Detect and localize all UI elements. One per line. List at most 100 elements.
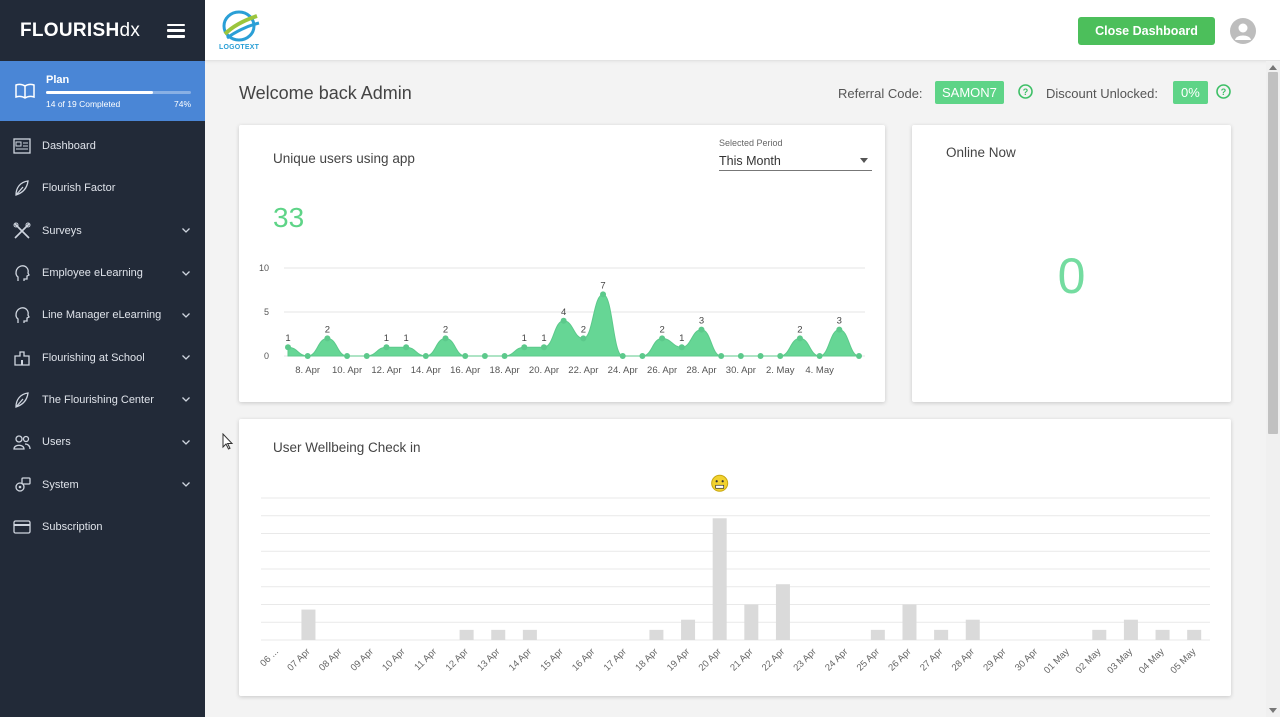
x-tick-label: 12. Apr [371, 365, 401, 376]
sidebar-item-label: The Flourishing Center [42, 393, 154, 406]
x-tick-label: 21 Apr [728, 646, 755, 673]
period-select[interactable]: This Month [719, 151, 872, 171]
sidebar-item-label: Line Manager eLearning [42, 309, 162, 322]
checkin-bar [712, 518, 727, 640]
menu-toggle-icon[interactable] [167, 23, 185, 38]
tools-icon [12, 222, 32, 240]
leaf-icon [12, 179, 32, 197]
unique-users-chart: 0 5 10 1 2 1 1 2 1 1 4 2 7 2 1 3 2 3 8. Apr 10. Apr 12. Apr 1… [259, 263, 865, 376]
x-tick-label: 13 Apr [475, 646, 502, 673]
sidebar-item-employee-elearning[interactable]: Employee eLearning [0, 252, 205, 294]
checkin-bar [301, 609, 316, 640]
x-tick-label: 03 May [1105, 646, 1135, 676]
sidebar-item-line-manager-elearning[interactable]: Line Manager eLearning [0, 294, 205, 336]
data-point [639, 353, 646, 359]
checkin-bar [459, 629, 474, 640]
data-point [383, 344, 390, 351]
x-tick-label: 06 ... [258, 646, 281, 669]
x-tick-label: 16 Apr [570, 646, 597, 673]
sidebar-item-label: Dashboard [42, 140, 96, 153]
checkin-bar [934, 629, 949, 640]
wellbeing-title: User Wellbeing Check in [273, 440, 421, 455]
chevron-down-icon [181, 353, 191, 363]
chevron-down-icon [181, 437, 191, 447]
sidebar-item-surveys[interactable]: Surveys [0, 210, 205, 252]
sidebar-item-label: System [42, 478, 79, 491]
svg-text:?: ? [1221, 87, 1227, 97]
sidebar-item-users[interactable]: Users [0, 421, 205, 463]
close-dashboard-button[interactable]: Close Dashboard [1078, 17, 1215, 45]
sidebar-item-dashboard[interactable]: Dashboard [0, 125, 205, 167]
chevron-down-icon [181, 226, 191, 236]
sidebar-item-the-flourishing-center[interactable]: The Flourishing Center [0, 379, 205, 421]
wellbeing-card: User Wellbeing Check in 06 ... 07 Apr 08 A… [239, 419, 1231, 696]
data-point [816, 353, 823, 359]
x-tick-label: 24 Apr [823, 646, 850, 673]
data-label: 2 [581, 324, 586, 335]
online-now-count: 0 [1057, 248, 1086, 304]
checkin-bar [649, 629, 664, 640]
x-tick-label: 26. Apr [647, 365, 677, 376]
referral-code-badge[interactable]: SAMON7 [935, 81, 1004, 104]
scroll-up-icon[interactable] [1267, 63, 1279, 71]
scrollbar-thumb[interactable] [1268, 72, 1278, 434]
data-point [836, 326, 843, 333]
x-tick-label: 18 Apr [633, 646, 660, 673]
sidebar-item-flourishing-at-school[interactable]: Flourishing at School [0, 336, 205, 378]
scroll-down-icon[interactable] [1267, 706, 1279, 714]
online-now-card: Online Now 0 [912, 125, 1231, 402]
x-tick-label: 10. Apr [332, 365, 362, 376]
x-tick-label: 05 May [1168, 646, 1198, 676]
x-tick-label: 19 Apr [665, 646, 692, 673]
plan-progress-bar [46, 90, 191, 94]
data-point [540, 344, 547, 351]
data-point [363, 353, 370, 359]
online-now-title: Online Now [946, 145, 1016, 160]
data-point [777, 353, 784, 359]
discount-help-icon[interactable]: ? [1216, 84, 1231, 99]
wellbeing-chart: 06 ... 07 Apr 08 Apr 09 Apr 10 Apr 11 Apr 12 A… [258, 474, 1210, 676]
sidebar-item-system[interactable]: System [0, 463, 205, 505]
system-icon [12, 476, 32, 494]
checkin-bar [522, 629, 537, 640]
x-tick-label: 18. Apr [490, 365, 520, 376]
x-tick-label: 8. Apr [295, 365, 320, 376]
x-tick-label: 08 Apr [317, 646, 344, 673]
discount-badge: 0% [1173, 81, 1208, 104]
period-label: Selected Period [719, 138, 783, 148]
x-tick-label: 14 Apr [507, 646, 534, 673]
y-tick-label: 0 [264, 351, 269, 361]
x-tick-label: 27 Apr [918, 646, 945, 673]
x-tick-label: 22. Apr [568, 365, 598, 376]
sidebar-item-flourish-factor[interactable]: Flourish Factor [0, 167, 205, 209]
user-avatar[interactable] [1230, 18, 1256, 44]
data-point [560, 317, 567, 324]
brand-logo: FLOURISHdx [20, 19, 141, 41]
data-point [501, 353, 508, 359]
sidebar-item-label: Surveys [42, 224, 82, 237]
data-label: 1 [522, 333, 527, 344]
sidebar-item-subscription[interactable]: Subscription [0, 506, 205, 548]
checkin-bar [902, 604, 917, 640]
unique-users-card: Unique users using app Selected Period T… [239, 125, 885, 402]
leaf-icon [12, 391, 32, 409]
company-logo[interactable] [219, 8, 265, 54]
checkin-bar [1123, 619, 1138, 640]
head-icon [12, 306, 32, 324]
data-label: 4 [561, 307, 566, 318]
plan-title: Plan [46, 73, 70, 86]
referral-help-icon[interactable]: ? [1018, 84, 1033, 99]
data-label: 2 [325, 324, 330, 335]
sidebar: FLOURISHdx Plan 14 of 19 Completed 74% D… [0, 0, 205, 717]
x-tick-label: 04 May [1137, 646, 1167, 676]
chevron-down-icon [181, 268, 191, 278]
users-area-series [287, 293, 860, 357]
x-tick-label: 14. Apr [411, 365, 441, 376]
chevron-down-icon [181, 480, 191, 490]
x-tick-label: 15 Apr [538, 646, 565, 673]
data-point [285, 344, 291, 351]
data-point [462, 353, 469, 359]
x-tick-label: 20. Apr [529, 365, 559, 376]
plan-progress[interactable]: Plan 14 of 19 Completed 74% [0, 61, 205, 121]
data-point [521, 344, 528, 351]
